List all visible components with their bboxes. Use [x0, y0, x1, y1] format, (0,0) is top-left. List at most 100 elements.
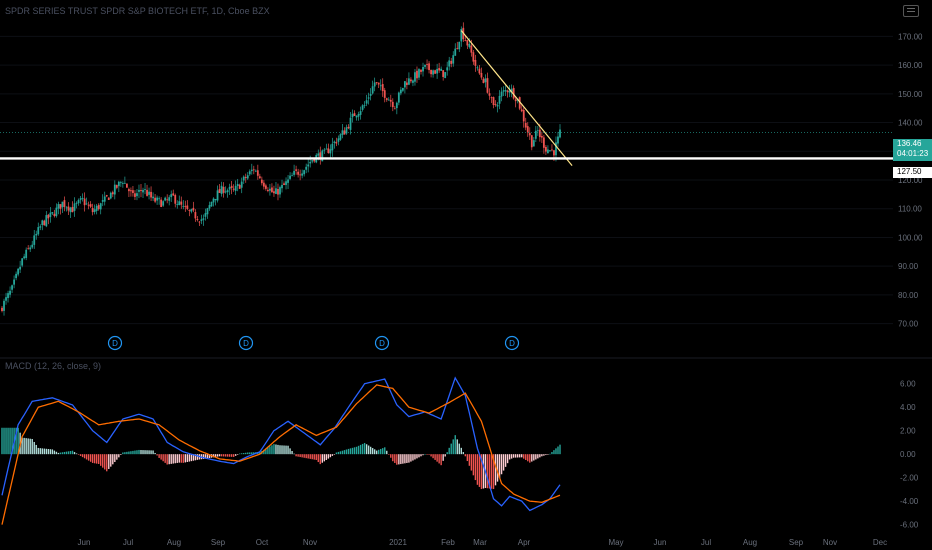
- histogram-bar: [7, 427, 9, 455]
- time-tick-label: Jul: [123, 538, 133, 547]
- histogram-bar: [5, 427, 7, 455]
- candle-body: [375, 82, 378, 83]
- histogram-bar: [17, 427, 19, 455]
- histogram-bar: [390, 454, 392, 458]
- candle-body: [125, 183, 128, 188]
- histogram-bar: [498, 454, 501, 478]
- histogram-bar: [245, 452, 247, 455]
- candle-body: [190, 209, 193, 212]
- candle-body: [69, 207, 72, 213]
- candle-body: [303, 170, 306, 175]
- histogram-bar: [251, 452, 253, 455]
- candle-body: [478, 68, 481, 74]
- candle-body: [549, 150, 551, 152]
- histogram-bar: [506, 454, 509, 464]
- histogram-bar: [422, 454, 424, 456]
- candle-body: [508, 90, 511, 93]
- candle-body: [297, 171, 300, 175]
- candle-body: [327, 148, 330, 154]
- histogram-bar: [283, 445, 285, 455]
- candle-body: [156, 197, 159, 201]
- candle-body: [557, 136, 559, 144]
- time-tick-label: Sep: [211, 538, 226, 547]
- candle-body: [432, 70, 434, 75]
- candle-body: [365, 100, 368, 104]
- candle-body: [101, 200, 104, 202]
- candle-body: [377, 82, 380, 85]
- candle-body: [61, 201, 64, 208]
- candle-body: [335, 142, 338, 144]
- candle-body: [264, 185, 267, 189]
- candle-body: [331, 143, 334, 151]
- candle-body: [5, 297, 7, 301]
- histogram-bar: [414, 454, 416, 460]
- candle-body: [35, 233, 38, 236]
- histogram-bar: [263, 449, 265, 455]
- candle-body: [458, 41, 461, 50]
- candle-body: [115, 184, 118, 188]
- support-level-badge: 127.50: [893, 167, 932, 178]
- candle-body: [500, 91, 503, 97]
- candle-body: [25, 249, 28, 258]
- histogram-bar: [424, 454, 426, 455]
- candle-body: [152, 196, 154, 199]
- current-price-value: 136.46: [897, 139, 922, 148]
- candle-body: [498, 95, 501, 104]
- candle-body: [295, 169, 298, 171]
- histogram-bar: [527, 454, 529, 462]
- candle-body: [430, 69, 432, 75]
- price-tick-label: 90.00: [898, 262, 919, 271]
- candle-body: [446, 67, 449, 71]
- menu-icon[interactable]: [903, 5, 919, 17]
- time-axis[interactable]: Jun Jul Aug Sep Oct Nov 2021 Feb Mar Apr May Jun Jul…: [78, 538, 888, 547]
- histogram-bar: [97, 454, 100, 464]
- candle-body: [422, 67, 424, 72]
- histogram-bar: [359, 444, 362, 455]
- histogram-bar: [230, 454, 233, 457]
- candle-body: [323, 149, 326, 151]
- candle-body: [242, 176, 245, 181]
- candle-body: [47, 214, 50, 219]
- histogram-bar: [192, 454, 195, 461]
- candle-body: [214, 198, 217, 201]
- histogram-bar: [384, 447, 386, 455]
- price-tick-label: 110.00: [898, 205, 922, 214]
- price-tick-label: 170.00: [898, 32, 923, 41]
- histogram-bar: [146, 450, 148, 455]
- histogram-bar: [39, 448, 41, 455]
- price-axis[interactable]: 170.00160.00150.00140.00130.00120.00110.…: [898, 32, 923, 328]
- histogram-bar: [454, 435, 456, 455]
- histogram-bar: [339, 451, 342, 455]
- macd-axis[interactable]: 6.00 4.00 2.00 0.00 -2.00 -4.00 -6.00: [900, 380, 919, 530]
- candle-body: [363, 104, 366, 106]
- candle-body: [271, 187, 273, 193]
- candle-body: [319, 152, 322, 160]
- histogram-bar: [81, 454, 84, 458]
- candle-body: [182, 205, 185, 207]
- candle-body: [49, 212, 52, 217]
- candle-body: [307, 164, 310, 167]
- trendline[interactable]: [460, 30, 573, 167]
- histogram-bar: [519, 454, 521, 458]
- candle-body: [414, 72, 416, 82]
- candle-body: [452, 55, 455, 64]
- histogram-bar: [285, 445, 287, 455]
- histogram-bar: [480, 454, 483, 490]
- candle-body: [236, 183, 239, 186]
- histogram-bar: [170, 454, 172, 464]
- histogram-bar: [11, 427, 13, 455]
- candle-body: [293, 170, 295, 175]
- histogram-bar: [311, 454, 313, 460]
- time-tick-label: Jul: [701, 538, 711, 547]
- candle-body: [134, 193, 136, 197]
- histogram-bar: [85, 454, 88, 460]
- histogram-bar: [432, 454, 434, 459]
- candle-body: [393, 108, 396, 110]
- histogram-bar: [164, 454, 166, 463]
- histogram-bar: [464, 454, 467, 457]
- histogram-bar: [184, 454, 187, 463]
- histogram-bar: [335, 452, 338, 455]
- histogram-bar: [392, 454, 394, 462]
